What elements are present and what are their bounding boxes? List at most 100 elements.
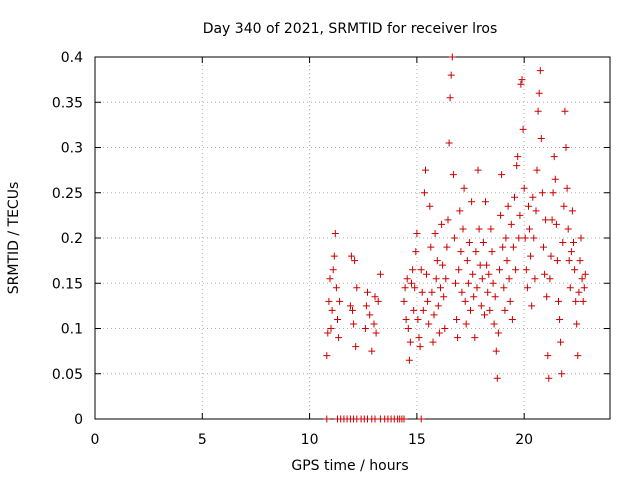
data-point [462, 320, 470, 328]
data-point [478, 275, 486, 283]
data-point [482, 198, 489, 206]
data-point [427, 243, 435, 251]
data-point [479, 239, 487, 246]
data-point [464, 279, 472, 287]
data-point [577, 234, 585, 242]
data-point [435, 329, 443, 337]
data-point [401, 284, 409, 292]
data-point [576, 257, 584, 265]
data-point [457, 248, 465, 256]
tick-labels: 0 5 10 15 20 0 0.05 0.1 0.15 0.2 0.25 0.3 0.35 0.4 [52, 50, 533, 448]
data-point [502, 234, 510, 242]
data-point [362, 302, 370, 310]
data-point [404, 325, 412, 332]
data-point [572, 297, 580, 305]
y-tick-label: 0.4 [61, 50, 83, 66]
data-point [579, 297, 587, 305]
data-point [508, 316, 516, 323]
data-point [432, 275, 440, 283]
data-point [409, 266, 417, 274]
data-point [488, 248, 496, 256]
data-point [458, 288, 466, 296]
data-point [456, 207, 464, 215]
y-tick-label: 0.3 [61, 141, 83, 157]
data-point [332, 284, 340, 292]
data-point [461, 297, 469, 305]
data-point [536, 67, 544, 75]
data-point [475, 225, 483, 233]
x-tick-label: 10 [301, 432, 319, 448]
data-point [402, 316, 410, 323]
data-point [474, 166, 482, 174]
data-point [549, 189, 557, 197]
data-point [533, 166, 541, 174]
data-point [418, 288, 426, 296]
data-point [371, 293, 379, 301]
data-point [334, 316, 341, 323]
data-point [567, 248, 575, 256]
data-point [514, 153, 522, 161]
data-point [552, 220, 560, 228]
data-point [330, 252, 338, 260]
data-point [532, 207, 540, 215]
data-point [519, 125, 527, 133]
data-point [491, 293, 499, 301]
data-point [424, 297, 432, 305]
data-point [353, 284, 361, 292]
data-point [513, 162, 521, 170]
data-point [492, 347, 500, 355]
data-point [503, 257, 511, 265]
data-point [528, 302, 536, 310]
x-tick-label: 5 [198, 432, 207, 448]
data-point [331, 230, 339, 237]
data-point [430, 311, 438, 319]
data-point [336, 297, 344, 305]
data-point [327, 325, 335, 332]
data-point [506, 297, 514, 305]
data-point [455, 266, 463, 274]
data-point [540, 243, 547, 251]
data-point [411, 284, 419, 292]
data-point [501, 306, 509, 314]
data-point [413, 230, 421, 237]
data-point [445, 139, 453, 147]
data-point [500, 284, 508, 292]
data-point [352, 343, 360, 351]
data-point [351, 257, 359, 265]
data-point [520, 184, 528, 192]
data-point [374, 297, 382, 305]
data-point [463, 257, 471, 265]
data-point [553, 257, 561, 265]
data-point [419, 306, 427, 314]
data-point [416, 343, 424, 351]
data-point [449, 171, 457, 179]
data-point [447, 71, 455, 79]
data-point [448, 53, 456, 61]
data-point [547, 252, 555, 260]
data-point [521, 234, 529, 242]
data-point [526, 225, 533, 233]
y-tick-label: 0.15 [52, 276, 83, 292]
data-point [557, 338, 565, 346]
data-point [470, 293, 478, 301]
data-point [544, 352, 552, 360]
data-point [518, 76, 526, 84]
data-point [468, 198, 476, 206]
data-point [529, 193, 537, 201]
data-point [324, 329, 332, 337]
data-point [559, 239, 567, 246]
data-point [403, 275, 411, 283]
data-point [504, 202, 512, 210]
data-point [366, 311, 374, 319]
data-point [440, 293, 448, 301]
data-point [542, 216, 550, 224]
data-point [497, 211, 505, 219]
data-point [568, 207, 576, 215]
data-point [460, 184, 468, 192]
data-point [431, 230, 439, 237]
data-point [496, 266, 503, 274]
data-point [541, 270, 549, 278]
data-point [346, 302, 354, 310]
data-point [563, 184, 571, 192]
data-point [325, 297, 333, 305]
